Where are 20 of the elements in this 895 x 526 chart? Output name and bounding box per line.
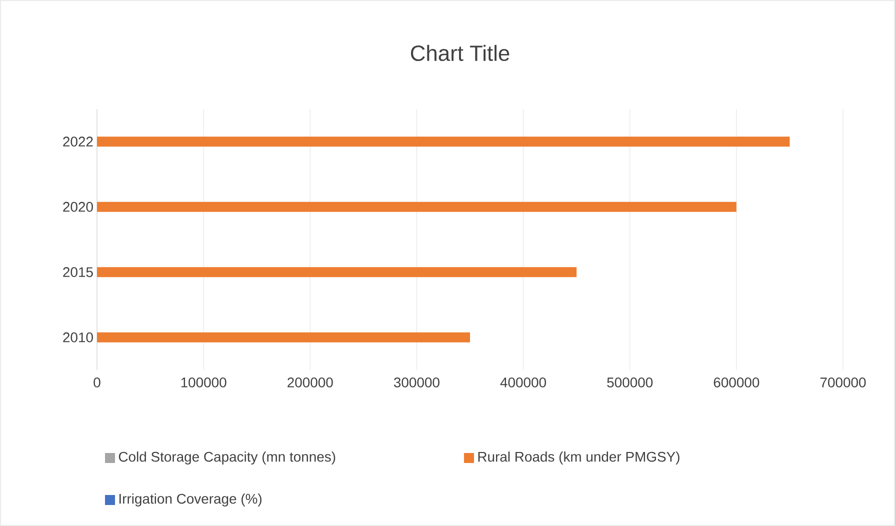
y-tick-label: 2020 — [63, 202, 93, 212]
x-tick-label: 100000 — [181, 378, 226, 388]
legend-label: Irrigation Coverage (%) — [119, 493, 262, 506]
bar — [97, 332, 470, 342]
bar — [97, 267, 577, 278]
x-tick-label: 200000 — [288, 378, 333, 388]
x-tick-label: 300000 — [394, 378, 440, 388]
x-tick-label: 0 — [94, 378, 100, 388]
legend-label: Cold Storage Capacity (mn tonnes) — [118, 451, 336, 464]
x-tick-label: 600000 — [714, 378, 760, 388]
x-tick-label: 400000 — [500, 378, 546, 388]
legend-label: Rural Roads (km under PMGSY) — [478, 452, 680, 464]
x-tick-label: 700000 — [820, 378, 866, 388]
bar — [97, 202, 736, 212]
y-tick-label: 2015 — [63, 267, 93, 278]
y-tick-label: 2010 — [63, 332, 93, 342]
chart-title: Chart Title — [410, 44, 510, 62]
x-tick-label: 500000 — [607, 378, 653, 388]
bar — [97, 136, 790, 147]
y-tick-label: 2022 — [63, 136, 93, 147]
